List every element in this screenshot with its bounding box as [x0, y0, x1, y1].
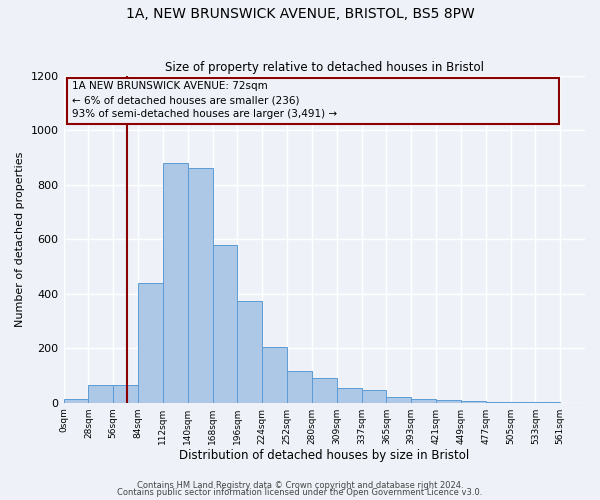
Bar: [362, 390, 386, 402]
Bar: [262, 347, 287, 403]
Text: 1A, NEW BRUNSWICK AVENUE, BRISTOL, BS5 8PW: 1A, NEW BRUNSWICK AVENUE, BRISTOL, BS5 8…: [125, 8, 475, 22]
Bar: [386, 398, 411, 402]
Bar: [436, 400, 461, 402]
Bar: [138, 283, 163, 403]
Bar: [64, 398, 88, 402]
Bar: [163, 163, 188, 402]
Bar: [312, 378, 337, 402]
Bar: [287, 372, 312, 402]
Bar: [411, 398, 436, 402]
Bar: [212, 244, 238, 402]
Title: Size of property relative to detached houses in Bristol: Size of property relative to detached ho…: [165, 62, 484, 74]
Text: 93% of semi-detached houses are larger (3,491) →: 93% of semi-detached houses are larger (…: [73, 110, 338, 120]
Bar: [113, 385, 138, 402]
Y-axis label: Number of detached properties: Number of detached properties: [15, 152, 25, 327]
Text: Contains HM Land Registry data © Crown copyright and database right 2024.: Contains HM Land Registry data © Crown c…: [137, 480, 463, 490]
X-axis label: Distribution of detached houses by size in Bristol: Distribution of detached houses by size …: [179, 450, 469, 462]
Bar: [67, 78, 559, 124]
Bar: [88, 385, 113, 402]
Bar: [238, 300, 262, 402]
Text: ← 6% of detached houses are smaller (236): ← 6% of detached houses are smaller (236…: [73, 96, 300, 106]
Text: Contains public sector information licensed under the Open Government Licence v3: Contains public sector information licen…: [118, 488, 482, 497]
Bar: [188, 168, 212, 402]
Text: 1A NEW BRUNSWICK AVENUE: 72sqm: 1A NEW BRUNSWICK AVENUE: 72sqm: [73, 81, 268, 91]
Bar: [337, 388, 362, 402]
